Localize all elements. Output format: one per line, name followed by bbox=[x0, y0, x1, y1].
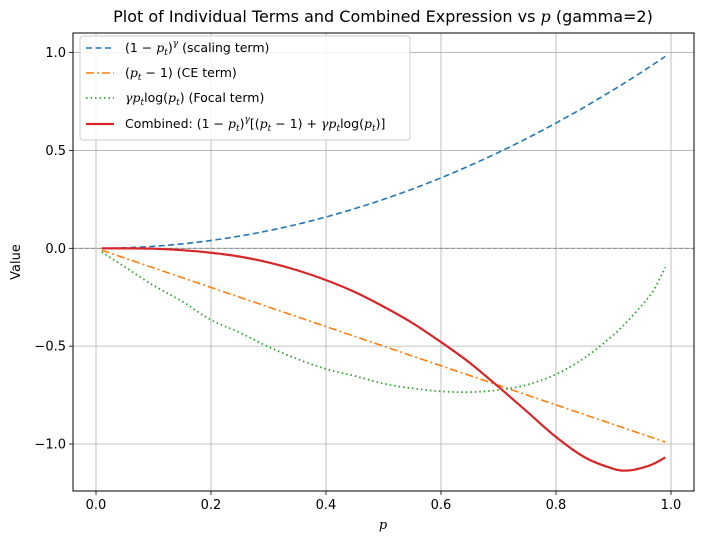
legend: (1 − pt)γ (scaling term) (pt − 1) (CE te… bbox=[79, 35, 411, 141]
series-ce-term bbox=[101, 249, 666, 443]
y-axis-label: Value bbox=[9, 244, 24, 280]
series-combined bbox=[101, 247, 666, 472]
x-tick-label: 0.4 bbox=[316, 498, 337, 513]
series-group bbox=[101, 55, 667, 472]
x-axis-ticks: 0.0 0.2 0.4 0.6 0.8 1.0 bbox=[86, 491, 682, 513]
legend-box bbox=[79, 35, 411, 141]
y-tick-label: 1.0 bbox=[45, 46, 66, 61]
x-tick-label: 0.0 bbox=[86, 498, 107, 513]
chart-title: Plot of Individual Terms and Combined Ex… bbox=[113, 7, 653, 26]
chart-title-p: p bbox=[541, 7, 551, 26]
x-axis-label: p bbox=[379, 518, 388, 533]
x-tick-label: 1.0 bbox=[661, 498, 682, 513]
legend-label-combined: Combined: (1 − pt)γ[(pt − 1) + γptlog(pt… bbox=[125, 115, 385, 134]
series-scaling-term bbox=[101, 55, 666, 250]
y-axis-ticks: −1.0 −0.5 0.0 0.5 1.0 bbox=[34, 46, 73, 453]
y-tick-label: 0.0 bbox=[45, 242, 66, 257]
y-tick-label: −0.5 bbox=[34, 340, 66, 355]
x-tick-label: 0.2 bbox=[201, 498, 222, 513]
x-tick-label: 0.6 bbox=[431, 498, 452, 513]
y-tick-label: −1.0 bbox=[34, 438, 66, 453]
legend-label-ce: (pt − 1) (CE term) bbox=[125, 65, 237, 83]
legend-label-focal: γptlog(pt) (Focal term) bbox=[125, 90, 264, 108]
x-tick-label: 0.8 bbox=[546, 498, 567, 513]
series-focal-term bbox=[101, 251, 667, 394]
chart-title-gamma: (gamma=2) bbox=[551, 7, 653, 26]
plot-frame bbox=[72, 32, 695, 492]
legend-label-scaling: (1 − pt)γ (scaling term) bbox=[125, 39, 269, 58]
y-tick-label: 0.5 bbox=[45, 144, 66, 159]
chart-title-text: Plot of Individual Terms and Combined Ex… bbox=[113, 7, 540, 26]
